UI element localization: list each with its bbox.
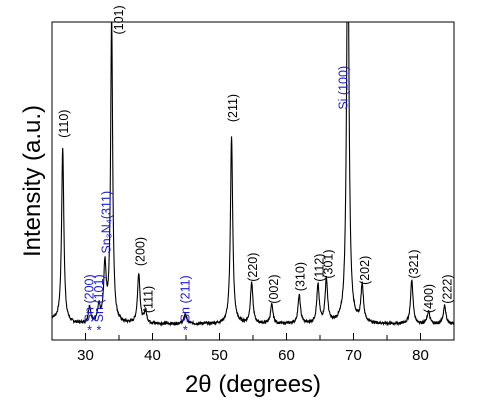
peak-label: (101) bbox=[112, 5, 126, 34]
series-line bbox=[52, 22, 454, 327]
peak-label: (202) bbox=[358, 256, 372, 285]
peak-label: Sn (200) bbox=[83, 274, 97, 322]
peak-label: (200) bbox=[133, 237, 147, 266]
x-tick-label: 60 bbox=[278, 347, 295, 364]
x-tick-label: 40 bbox=[144, 347, 161, 364]
peak-label: Si (100) bbox=[336, 66, 350, 110]
peak-label: (220) bbox=[246, 253, 260, 282]
peak-annotations: (110)*Sn (200)*Sn (101)Sn₃N₄(311)(101)(2… bbox=[57, 5, 454, 337]
peak-label: (111) bbox=[141, 286, 155, 313]
peak-label: (222) bbox=[440, 275, 454, 304]
peak-label: Sn (101) bbox=[92, 274, 106, 322]
x-tick-label: 30 bbox=[77, 347, 94, 364]
peak-label: Sn (211) bbox=[178, 275, 192, 322]
peak-label: (321) bbox=[407, 249, 421, 278]
x-axis-ticks: 30 40 50 60 70 80 bbox=[51, 333, 455, 364]
peak-star-marker: * bbox=[87, 323, 92, 337]
peak-star-marker: * bbox=[183, 323, 188, 337]
diffraction-pattern-line bbox=[52, 22, 454, 327]
x-axis-title: 2θ (degrees) bbox=[185, 371, 321, 398]
peak-label: (400) bbox=[422, 284, 436, 313]
peak-label: (301) bbox=[322, 249, 336, 278]
x-tick-label: 50 bbox=[211, 347, 228, 364]
peak-label: (002) bbox=[267, 275, 281, 304]
peak-label: (112) bbox=[312, 254, 326, 282]
peak-label: (110) bbox=[57, 110, 71, 138]
y-axis-title: Intensity (a.u.) bbox=[19, 105, 46, 257]
peak-label: (310) bbox=[294, 262, 308, 291]
peak-star-marker: * bbox=[96, 323, 101, 337]
peak-label: Sn₃N₄(311) bbox=[99, 191, 113, 254]
peak-label: (211) bbox=[226, 94, 240, 122]
x-tick-label: 80 bbox=[412, 347, 429, 364]
x-tick-label: 70 bbox=[345, 347, 362, 364]
